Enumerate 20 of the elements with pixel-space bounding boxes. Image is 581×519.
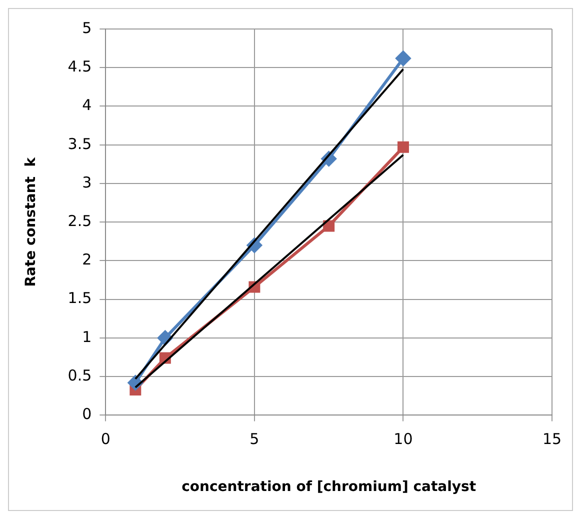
x-tick-label: 10: [394, 430, 413, 448]
point: [396, 50, 411, 66]
y-tick-label: 0.5: [68, 366, 92, 384]
y-tick-label: 3: [82, 173, 92, 192]
y-tick-label: 3.5: [68, 134, 92, 153]
x-tick-label: 0: [100, 430, 110, 448]
point: [397, 141, 409, 153]
x-axis-title: concentration of [chromium] catalyst: [182, 479, 476, 496]
y-tick-label: 0: [82, 405, 92, 424]
y-tick-label: 4: [82, 96, 92, 114]
y-tick-label: 2: [82, 250, 92, 269]
point: [323, 220, 335, 232]
x-tick-label: 5: [250, 430, 260, 448]
y-axis-title: Rate constant k: [23, 156, 40, 287]
y-tick-label: 4.5: [68, 58, 92, 76]
x-tick-label: 15: [542, 430, 562, 448]
y-tick-label: 1.5: [68, 289, 92, 308]
y-tick-label: 5: [82, 18, 92, 37]
y-tick-label: 2.5: [68, 212, 92, 230]
y-tick-label: 1: [82, 328, 92, 346]
